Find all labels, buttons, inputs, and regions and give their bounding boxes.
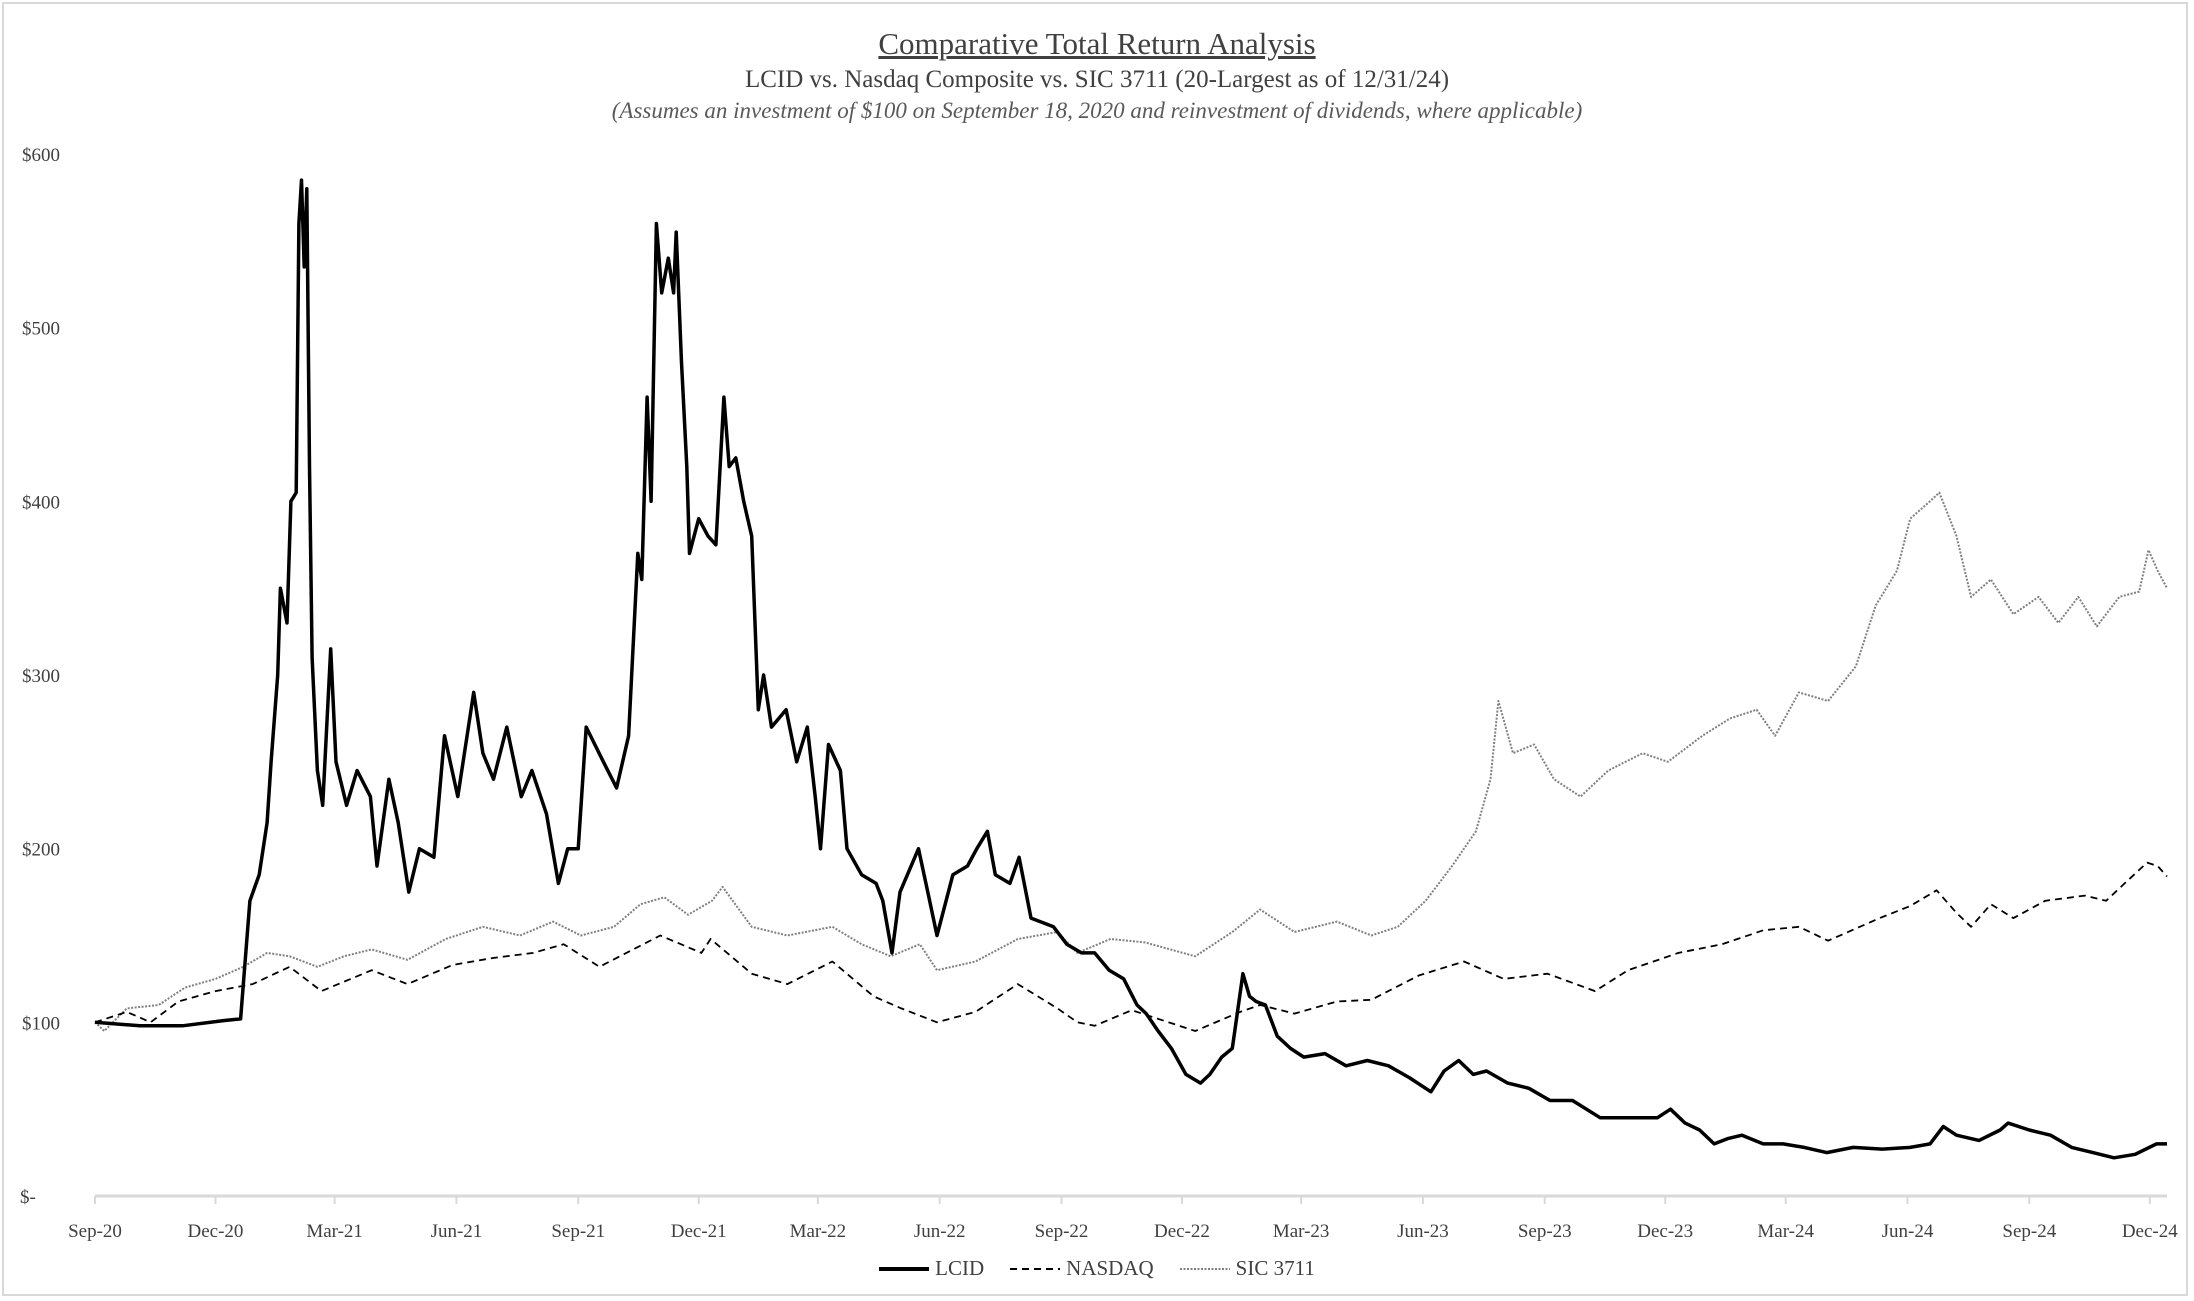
- legend-item-nasdaq: NASDAQ: [1010, 1256, 1154, 1281]
- x-tick-label: Jun-21: [431, 1221, 483, 1242]
- y-tick-label: $600: [22, 145, 60, 166]
- x-tick-label: Mar-21: [306, 1221, 363, 1242]
- x-tick-label: Sep-22: [1035, 1221, 1089, 1242]
- x-tick-label: Mar-24: [1757, 1221, 1814, 1242]
- x-tick-label: Dec-24: [2122, 1221, 2178, 1242]
- y-tick-label: $300: [22, 666, 60, 687]
- series-line-lcid: [94, 178, 2167, 1160]
- x-tick-label: Dec-23: [1637, 1221, 1693, 1242]
- x-tick-label: Sep-21: [551, 1221, 605, 1242]
- y-tick-label: $-: [20, 1187, 36, 1208]
- legend-label: NASDAQ: [1066, 1256, 1154, 1280]
- x-tick-label: Dec-21: [671, 1221, 727, 1242]
- series-line-nasdaq: [94, 861, 2168, 1032]
- chart-title: Comparative Total Return Analysis: [878, 26, 1316, 61]
- legend-label: SIC 3711: [1235, 1256, 1315, 1280]
- legend-swatch-dotted: [1179, 1267, 1230, 1270]
- y-tick-label: $200: [22, 840, 60, 861]
- legend-item-sic3711: SIC 3711: [1179, 1256, 1315, 1281]
- chart-subtitle: LCID vs. Nasdaq Composite vs. SIC 3711 (…: [744, 66, 1450, 93]
- legend: LCID NASDAQ SIC 3711: [0, 1256, 2194, 1281]
- x-tick-label: Dec-20: [188, 1221, 244, 1242]
- chart-note: (Assumes an investment of $100 on Septem…: [611, 98, 1583, 123]
- x-tick-label: Dec-22: [1154, 1221, 1210, 1242]
- y-tick-label: $100: [22, 1013, 60, 1034]
- x-tick-label: Mar-22: [790, 1221, 847, 1242]
- legend-label: LCID: [935, 1256, 985, 1280]
- series-line-sic-3711: [94, 491, 2168, 1032]
- x-tick-label: Jun-23: [1397, 1221, 1449, 1242]
- legend-swatch-dashed: [1010, 1267, 1061, 1270]
- x-tick-label: Sep-23: [1518, 1221, 1572, 1242]
- legend-swatch-solid: [879, 1266, 930, 1271]
- x-tick-label: Jun-24: [1882, 1221, 1934, 1242]
- y-tick-label: $500: [22, 319, 60, 340]
- x-tick-label: Jun-22: [914, 1221, 966, 1242]
- x-tick-label: Mar-23: [1273, 1221, 1330, 1242]
- legend-item-lcid: LCID: [879, 1256, 984, 1281]
- x-tick-label: Sep-20: [68, 1221, 122, 1242]
- x-tick-label: Sep-24: [2002, 1221, 2056, 1242]
- y-tick-label: $400: [22, 492, 60, 513]
